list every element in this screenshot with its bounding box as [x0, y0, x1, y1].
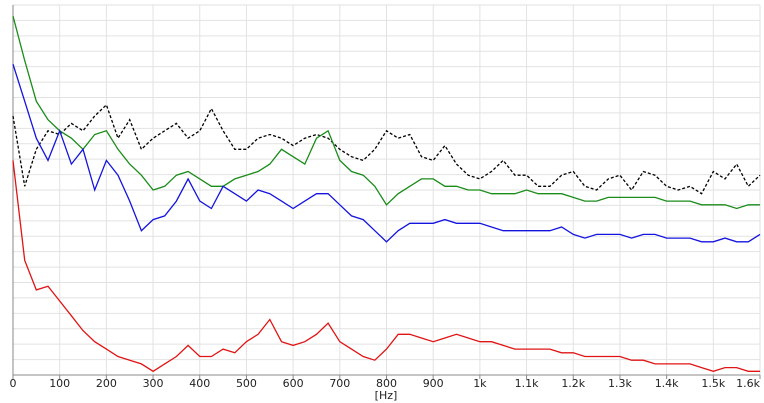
- x-tick-label: 1.5k: [701, 377, 725, 390]
- series-line: [12, 160, 760, 373]
- series-line: [12, 103, 761, 195]
- x-tick-label: 800: [376, 377, 397, 390]
- x-tick-label: 100: [49, 377, 70, 390]
- x-tick-label: 1.6k: [736, 377, 760, 390]
- x-tick-label: 700: [329, 377, 350, 390]
- x-tick-label: 1.4k: [655, 377, 679, 390]
- x-tick-label: 1.1k: [515, 377, 539, 390]
- x-tick-label: 1.3k: [608, 377, 632, 390]
- x-axis-label: [Hz]: [375, 389, 398, 402]
- x-tick-label: 0: [10, 377, 17, 390]
- x-tick-label: 500: [236, 377, 257, 390]
- x-tick-label: 900: [423, 377, 444, 390]
- x-tick-label: 1.2k: [561, 377, 585, 390]
- x-tick-label: 200: [96, 377, 117, 390]
- x-tick-label: 600: [283, 377, 304, 390]
- series-line: [12, 64, 761, 243]
- x-tick-label: 1k: [473, 377, 487, 390]
- x-tick-label: 300: [143, 377, 164, 390]
- series-line: [12, 15, 760, 210]
- x-tick-label: 400: [189, 377, 210, 390]
